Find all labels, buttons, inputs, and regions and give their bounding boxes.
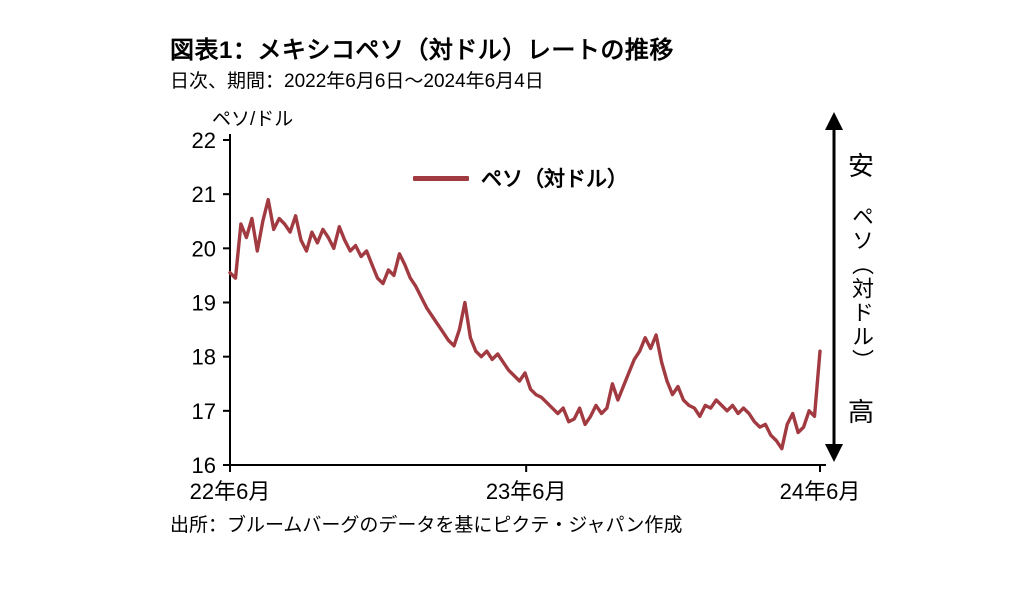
svg-text:20: 20	[192, 236, 216, 261]
chart-legend: ペソ（対ドル）	[413, 163, 628, 193]
page-title: 図表1：メキシコペソ（対ドル）レートの推移	[170, 37, 674, 64]
annotation-weak-label: 安	[848, 151, 875, 181]
svg-text:22: 22	[192, 128, 216, 153]
svg-text:18: 18	[192, 345, 216, 370]
y-axis-unit-label: ペソ/ドル	[212, 109, 294, 130]
chart-subtitle: 日次、期間：2022年6月6日～2024年6月4日	[170, 71, 544, 92]
legend-series-label: ペソ（対ドル）	[481, 168, 628, 191]
svg-text:16: 16	[192, 453, 216, 478]
svg-text:23年6月: 23年6月	[486, 479, 567, 504]
svg-text:19: 19	[192, 291, 216, 316]
svg-text:17: 17	[192, 399, 216, 424]
annotation-axis-label: ペソ（対ドル）	[849, 205, 874, 373]
annotation-strong-label: 高	[848, 397, 875, 427]
updown-arrow-icon	[825, 112, 843, 462]
svg-text:24年6月: 24年6月	[780, 479, 861, 504]
legend-series-line	[413, 175, 469, 181]
svg-text:21: 21	[192, 182, 216, 207]
source-note: 出所：ブルームバーグのデータを基にピクテ・ジャパン作成	[170, 515, 683, 536]
svg-text:22年6月: 22年6月	[190, 479, 271, 504]
